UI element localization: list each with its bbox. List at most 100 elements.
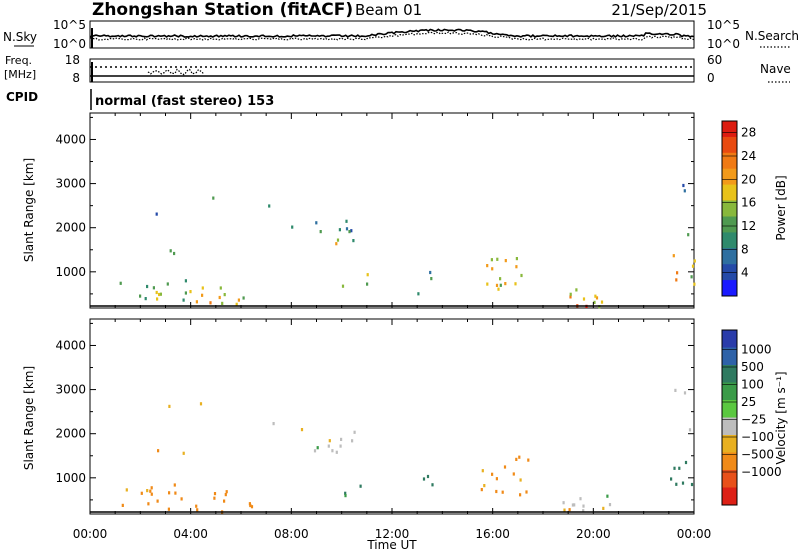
power-cell xyxy=(139,294,142,298)
velocity-cell xyxy=(519,478,522,482)
velocity-cell xyxy=(335,450,338,454)
colorbar-tick-label: 8 xyxy=(741,242,749,256)
velocity-cell xyxy=(316,446,319,450)
colorbar-swatch xyxy=(722,168,737,186)
power-colorbar-swatches xyxy=(722,121,737,297)
y-tick-label: 2000 xyxy=(55,427,86,441)
colorbar-tick-label: −500 xyxy=(741,448,774,462)
velocity-cell xyxy=(678,466,681,470)
power-cell xyxy=(156,297,159,301)
station-title: Zhongshan Station (fitACF) xyxy=(92,0,353,20)
velocity-frame xyxy=(89,318,695,515)
colorbar-swatch xyxy=(722,400,737,418)
velocity-cell xyxy=(147,502,150,506)
power-cell xyxy=(235,302,238,306)
power-cell xyxy=(429,270,432,275)
velocity-colorbar-label: Velocity [m s⁻¹] xyxy=(774,371,788,464)
power-cell xyxy=(687,233,690,237)
x-tick-label: 20:00 xyxy=(576,527,611,541)
colorbar-tick-label: 500 xyxy=(741,360,764,374)
colorbar-tick-label: 100 xyxy=(741,378,764,392)
y-tick-label: 3000 xyxy=(55,177,86,191)
velocity-cell xyxy=(579,497,582,501)
velocity-cell xyxy=(168,404,171,408)
power-cell xyxy=(495,283,499,287)
power-cell xyxy=(417,292,420,296)
velocity-cell xyxy=(568,508,571,512)
nave-label: Nave xyxy=(760,62,791,76)
freq-frame xyxy=(89,58,695,83)
nave-tick-bottom: 0 xyxy=(707,71,715,85)
velocity-cell xyxy=(563,508,566,512)
power-cell xyxy=(212,196,215,200)
power-cell xyxy=(496,257,499,261)
velocity-colorbar: 1000 500 100 25 −25 −100 −500 −1000 Velocity [m… xyxy=(721,329,788,506)
velocity-x-ticks xyxy=(89,319,695,514)
velocity-cell xyxy=(182,451,185,455)
power-cell xyxy=(352,239,355,243)
velocity-cell xyxy=(519,493,522,497)
colorbar-swatch xyxy=(722,330,737,348)
nsearch-trace xyxy=(89,31,695,41)
freq-traces xyxy=(90,62,694,82)
velocity-cell xyxy=(582,504,585,508)
x-axis-tick-labels: 00:00 04:00 08:00 12:00 16:00 20:00 00:00 xyxy=(73,527,712,541)
velocity-cell xyxy=(518,455,521,459)
power-cell xyxy=(195,300,198,304)
power-cell xyxy=(348,230,351,234)
velocity-cell xyxy=(180,497,183,501)
velocity-scatter xyxy=(90,388,694,514)
power-cell xyxy=(569,292,572,296)
velocity-cell xyxy=(562,501,565,505)
colorbar-swatch xyxy=(722,452,737,471)
velocity-cell xyxy=(431,483,434,487)
freq-panel: Freq. [MHz] 18 8 60 0 Nave xyxy=(4,53,791,85)
velocity-cell xyxy=(681,481,685,485)
velocity-cell xyxy=(340,437,343,441)
colorbar-tick-label: −1000 xyxy=(741,465,782,479)
velocity-cell xyxy=(121,503,124,507)
velocity-cell xyxy=(422,477,426,481)
velocity-cell xyxy=(174,491,177,495)
nsearch-tick-bottom: 10^0 xyxy=(707,37,740,51)
power-cell xyxy=(515,265,518,269)
velocity-cell xyxy=(195,504,198,508)
power-cell xyxy=(159,292,162,296)
x-tick-label: 00:00 xyxy=(677,527,712,541)
colorbar-tick-label: 24 xyxy=(741,149,756,163)
x-tick-label: 12:00 xyxy=(375,527,410,541)
velocity-cell xyxy=(503,465,507,469)
power-cell xyxy=(683,189,686,193)
power-cell xyxy=(166,282,169,286)
velocity-cell xyxy=(495,489,498,494)
power-cell xyxy=(237,298,240,302)
power-panel: 4000 3000 2000 1000 Slant Range [km] xyxy=(22,112,696,309)
velocity-cell xyxy=(327,444,330,448)
power-cell xyxy=(491,267,494,271)
freq-tick-bottom: 8 xyxy=(72,71,80,85)
x-tick-label: 08:00 xyxy=(274,527,309,541)
velocity-cell xyxy=(272,422,275,426)
power-cell xyxy=(366,282,369,286)
power-cell xyxy=(336,238,340,242)
colorbar-tick-label: 20 xyxy=(741,172,756,186)
freq-dip-trace xyxy=(147,68,204,76)
nsky-traces xyxy=(89,28,695,48)
colorbar-tick-label: 28 xyxy=(741,126,756,140)
velocity-cell xyxy=(491,472,494,476)
power-cell xyxy=(486,282,489,286)
velocity-cell xyxy=(213,496,216,500)
power-cell xyxy=(345,227,349,231)
power-cell xyxy=(315,221,318,225)
colorbar-swatch xyxy=(722,200,737,217)
nsky-panel: N.Sky 10^5 10^0 10^5 10^0 N.Search xyxy=(3,18,799,51)
power-cell xyxy=(155,290,158,295)
power-cell xyxy=(291,225,294,229)
velocity-cell xyxy=(213,492,217,496)
colorbar-swatch xyxy=(722,136,737,154)
power-cell xyxy=(690,275,693,279)
velocity-cell xyxy=(670,477,673,481)
power-cell xyxy=(350,229,353,233)
power-cell xyxy=(155,212,158,216)
velocity-cell xyxy=(606,494,609,498)
